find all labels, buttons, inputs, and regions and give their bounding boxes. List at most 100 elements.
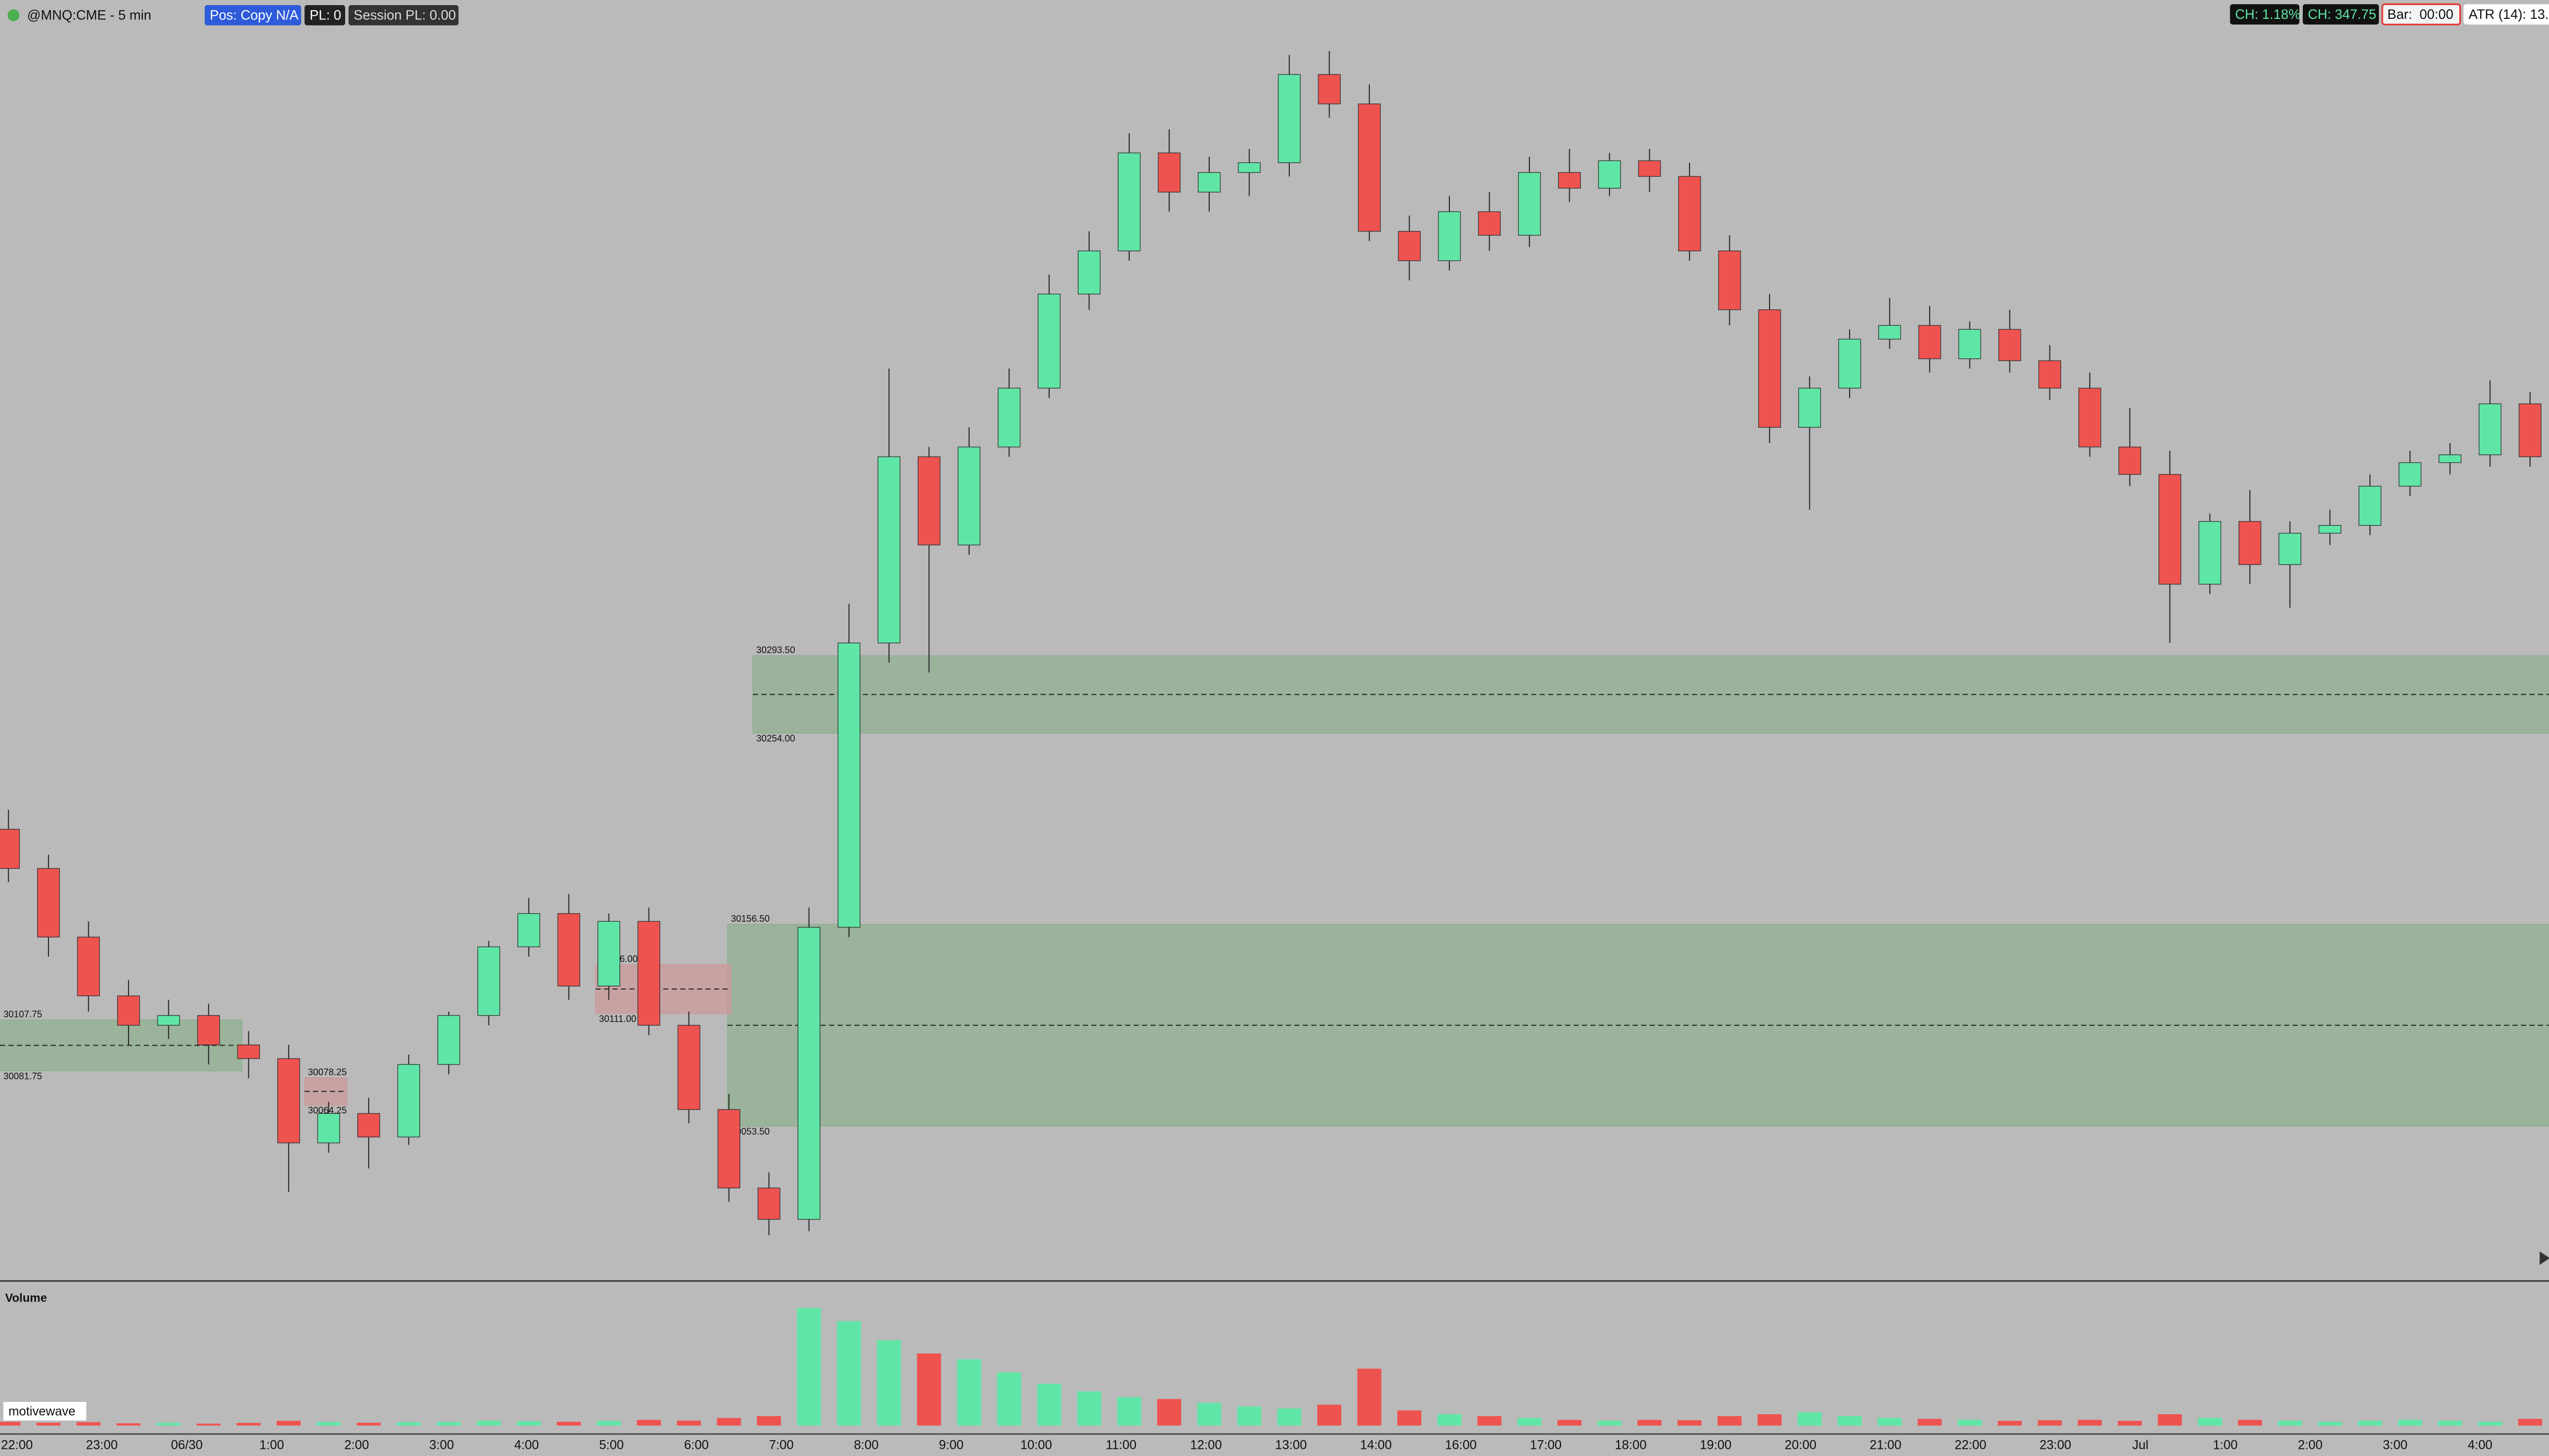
candle-body	[2118, 447, 2141, 475]
candle-body	[1438, 211, 1461, 262]
volume-bar	[2077, 1420, 2102, 1426]
volume-bar	[917, 1353, 941, 1426]
volume-bar	[1917, 1419, 1942, 1426]
candle-body	[2239, 521, 2261, 565]
scroll-to-end[interactable]	[2539, 1251, 2549, 1265]
candle-body	[2479, 403, 2502, 455]
candle-body	[1958, 329, 1981, 359]
volume-bar	[397, 1422, 421, 1426]
x-tick-label: 2:00	[344, 1438, 369, 1452]
candle-body	[1638, 160, 1661, 177]
x-tick-label: 7:00	[769, 1438, 793, 1452]
candle-body	[1798, 387, 1821, 428]
volume-bar	[757, 1416, 781, 1426]
candle-body	[437, 1015, 460, 1065]
candle-body	[678, 1025, 700, 1110]
session-pl: Session PL: 0.00	[354, 8, 456, 23]
change-pct-badge	[2230, 4, 2300, 25]
volume-bar	[1357, 1368, 1382, 1426]
candle-body	[1918, 325, 1941, 359]
candle-body	[1678, 176, 1701, 251]
x-tick-label: 3:00	[2383, 1438, 2407, 1452]
candle-body	[2278, 533, 2302, 565]
candle-body	[637, 921, 661, 1026]
volume-bar	[36, 1422, 61, 1426]
zone-bottom-label: 30254.00	[757, 733, 795, 744]
candle-body	[237, 1044, 260, 1059]
x-tick-label: 13:00	[1275, 1438, 1307, 1452]
volume-bar	[2238, 1420, 2262, 1426]
volume-bar	[1677, 1420, 1702, 1426]
x-tick-label: 3:00	[429, 1438, 454, 1452]
volume-bar	[157, 1422, 181, 1426]
volume-bar	[0, 1421, 21, 1426]
volume-bar	[797, 1308, 821, 1426]
candle-body	[797, 927, 821, 1220]
x-tick-label: 23:00	[2040, 1438, 2071, 1452]
x-tick-label: 6:00	[684, 1438, 709, 1452]
volume-bar	[516, 1421, 541, 1426]
volume-bar	[877, 1340, 901, 1426]
position-badge[interactable]	[204, 5, 301, 25]
session-pl-badge[interactable]	[348, 5, 459, 25]
candle-body	[1278, 74, 1301, 163]
volume-bar	[2157, 1414, 2182, 1426]
position: Pos: Copy N/A	[210, 8, 299, 23]
volume-bar	[2438, 1420, 2462, 1426]
candle-body	[998, 387, 1021, 448]
volume-bar	[2318, 1421, 2342, 1426]
volume-bar	[677, 1420, 701, 1426]
change-pts: CH: 347.75	[2308, 7, 2376, 22]
candle-body	[1718, 250, 1741, 310]
volume-bar	[2478, 1421, 2502, 1426]
zone-bottom-label: 30053.50	[731, 1126, 770, 1137]
volume-bar	[1798, 1412, 1822, 1426]
pl: PL: 0	[309, 8, 341, 23]
candle-body	[157, 1015, 180, 1026]
volume-bar	[2118, 1420, 2142, 1426]
candle-body	[317, 1113, 340, 1143]
candle-body	[2399, 462, 2422, 487]
plot	[0, 50, 2542, 1235]
candle-body	[717, 1109, 741, 1188]
candle-body	[1998, 329, 2021, 361]
x-tick-label: 22:00	[1955, 1438, 1986, 1452]
x-tick-label: 19:00	[1700, 1438, 1731, 1452]
candle-body	[517, 913, 540, 947]
change-pts-badge	[2302, 4, 2379, 25]
x-tick-label: 06/30	[171, 1438, 202, 1452]
x-tick-label: 23:00	[86, 1438, 118, 1452]
volume-bar	[1958, 1420, 1982, 1426]
volume-bar	[2358, 1420, 2382, 1426]
volume-bar	[1837, 1416, 1862, 1426]
volume-bar	[2198, 1418, 2222, 1426]
x-tick-label: Jul	[2132, 1438, 2148, 1452]
symbol: @MNQ:CME - 5 min	[27, 8, 151, 23]
candle-body	[1318, 74, 1341, 105]
x-tick-label: 14:00	[1360, 1438, 1392, 1452]
candle-body	[397, 1064, 420, 1137]
pl-badge[interactable]	[304, 5, 346, 25]
candle-body	[2319, 525, 2342, 534]
volume-bar	[1597, 1420, 1622, 1426]
x-tick-label: 12:00	[1190, 1438, 1222, 1452]
volume-bar	[596, 1421, 621, 1426]
bar-time: 00:00	[2420, 7, 2453, 22]
candle-body	[477, 946, 500, 1016]
volume-bar	[957, 1359, 981, 1426]
candle-body	[1518, 172, 1541, 236]
candle-body	[597, 921, 620, 986]
volume-bar	[1077, 1391, 1101, 1426]
volume-bar	[1157, 1399, 1182, 1426]
zone-bottom-label: 30064.25	[308, 1105, 347, 1115]
volume-bar	[1878, 1418, 1902, 1426]
volume-bar	[276, 1420, 301, 1426]
status-dot	[7, 9, 20, 21]
candle-body	[1398, 231, 1421, 262]
candle-body	[1238, 162, 1261, 173]
candle-body	[1878, 325, 1901, 340]
candle-body	[0, 828, 20, 869]
candle-body	[1558, 172, 1581, 189]
volume-bar	[2398, 1420, 2422, 1426]
volume-bar	[1037, 1384, 1061, 1426]
